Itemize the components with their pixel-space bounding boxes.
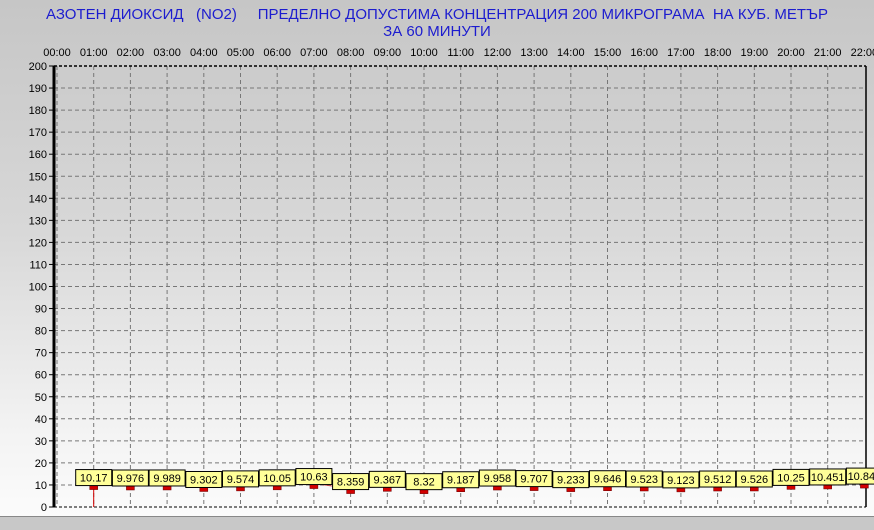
y-tick-label: 60 xyxy=(35,370,47,382)
x-tick-label: 02:00 xyxy=(117,47,145,59)
x-tick-label: 11:00 xyxy=(447,47,474,59)
x-tick-label: 18:00 xyxy=(704,47,732,59)
y-tick-label: 190 xyxy=(29,83,47,95)
y-tick-label: 140 xyxy=(29,193,47,205)
data-label-box xyxy=(772,468,810,486)
y-tick-label: 160 xyxy=(29,149,47,161)
x-tick-label: 16:00 xyxy=(630,47,658,59)
x-tick-label: 22:00 xyxy=(851,47,874,59)
data-label: 9.989 xyxy=(153,473,181,485)
chart-background xyxy=(0,0,874,516)
x-tick-label: 10:00 xyxy=(410,47,438,59)
data-label-box xyxy=(845,467,874,485)
data-label: 9.302 xyxy=(190,474,218,486)
x-tick-label: 13:00 xyxy=(520,47,548,59)
data-label-box xyxy=(625,470,663,488)
data-label-box xyxy=(111,469,149,487)
y-tick-label: 20 xyxy=(35,458,47,470)
data-label: 9.367 xyxy=(374,474,402,486)
data-label: 10.63 xyxy=(300,472,328,484)
y-tick-label: 50 xyxy=(35,392,47,404)
y-tick-label: 40 xyxy=(35,414,47,426)
x-tick-label: 01:00 xyxy=(80,47,108,59)
data-label-box xyxy=(662,471,700,489)
x-tick-label: 03:00 xyxy=(153,47,181,59)
y-tick-label: 70 xyxy=(35,348,47,360)
data-label-box xyxy=(405,473,443,491)
y-tick-label: 80 xyxy=(35,326,47,338)
data-label-box xyxy=(295,468,333,486)
data-label: 9.707 xyxy=(520,474,548,486)
data-label: 9.512 xyxy=(704,474,732,486)
y-tick-label: 30 xyxy=(35,436,47,448)
y-tick-label: 0 xyxy=(41,502,47,514)
data-label-box xyxy=(222,470,259,488)
x-tick-label: 04:00 xyxy=(190,47,218,59)
data-label-box xyxy=(442,471,480,489)
data-label: 9.187 xyxy=(447,475,475,487)
x-tick-label: 00:00 xyxy=(43,47,71,59)
y-tick-label: 200 xyxy=(29,61,47,73)
data-label: 9.233 xyxy=(557,475,585,487)
data-label-box xyxy=(148,469,186,487)
x-tick-label: 05:00 xyxy=(227,47,255,59)
data-label: 9.976 xyxy=(117,473,145,485)
y-tick-label: 90 xyxy=(35,304,47,316)
x-tick-label: 20:00 xyxy=(777,47,805,59)
data-label: 8.32 xyxy=(413,477,434,489)
x-tick-label: 07:00 xyxy=(300,47,328,59)
x-tick-label: 06:00 xyxy=(263,47,291,59)
x-tick-label: 09:00 xyxy=(374,47,402,59)
y-tick-label: 150 xyxy=(29,171,47,183)
data-label: 9.574 xyxy=(227,474,255,486)
data-label-box xyxy=(735,470,773,488)
bottom-band xyxy=(0,516,874,530)
data-label-box xyxy=(589,470,626,488)
data-label-box xyxy=(185,470,223,488)
y-tick-label: 100 xyxy=(29,282,47,294)
x-tick-label: 12:00 xyxy=(484,47,512,59)
x-tick-label: 17:00 xyxy=(667,47,695,59)
data-label: 10.25 xyxy=(777,472,805,484)
data-label: 10.05 xyxy=(263,473,291,485)
y-tick-label: 110 xyxy=(29,259,47,271)
data-label: 9.958 xyxy=(484,473,512,485)
data-label-box xyxy=(332,473,370,491)
x-tick-label: 21:00 xyxy=(814,47,842,59)
chart-subtitle: ЗА 60 МИНУТИ xyxy=(383,23,491,40)
y-tick-label: 130 xyxy=(29,215,47,227)
y-tick-label: 170 xyxy=(29,127,47,139)
data-label: 9.123 xyxy=(667,475,695,487)
chart-title: АЗОТЕН ДИОКСИД (NO2) ПРЕДЕЛНО ДОПУСТИМА … xyxy=(46,6,828,23)
y-tick-label: 120 xyxy=(29,237,47,249)
data-label: 8.359 xyxy=(337,477,365,489)
data-label: 10.451 xyxy=(811,472,845,484)
data-label-box xyxy=(368,470,406,488)
data-label-box xyxy=(258,469,296,487)
data-label: 9.646 xyxy=(594,474,622,486)
x-tick-label: 08:00 xyxy=(337,47,365,59)
data-label-box xyxy=(75,469,113,487)
data-label-box xyxy=(809,468,847,486)
data-label: 9.523 xyxy=(630,474,658,486)
data-label-box xyxy=(552,471,590,489)
x-tick-label: 14:00 xyxy=(557,47,585,59)
y-tick-label: 180 xyxy=(29,105,47,117)
x-tick-label: 15:00 xyxy=(594,47,622,59)
x-tick-label: 19:00 xyxy=(741,47,769,59)
data-label-box xyxy=(515,470,553,488)
data-label-box xyxy=(699,470,737,488)
data-label: 9.526 xyxy=(741,474,769,486)
data-label-box xyxy=(478,469,516,487)
data-label: 10.844 xyxy=(848,471,874,483)
data-label: 10.17 xyxy=(80,473,108,485)
y-tick-label: 10 xyxy=(35,480,47,492)
